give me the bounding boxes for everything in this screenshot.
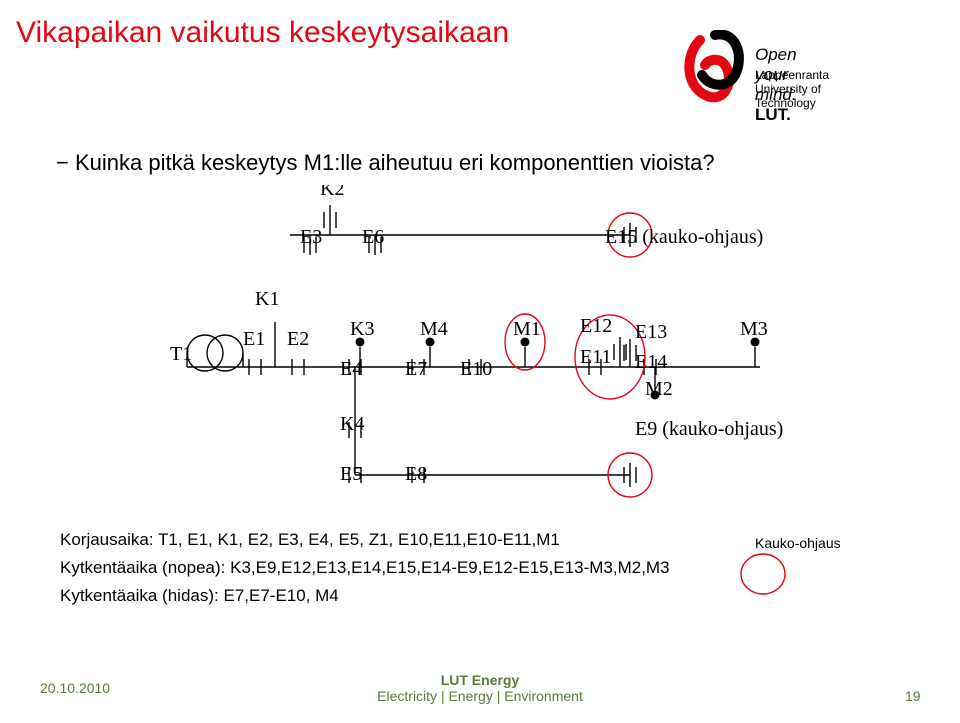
svg-text:E2: E2 [287, 328, 309, 350]
footer-pagenum: 19 [905, 688, 921, 704]
footer-c2: Electricity | Energy | Environment [330, 688, 630, 704]
svg-text:E4: E4 [340, 358, 362, 380]
footer-date: 20.10.2010 [40, 680, 110, 696]
bullet-line: − Kuinka pitkä keskeytys M1:lle aiheutuu… [56, 150, 715, 176]
svg-text:E14: E14 [635, 351, 667, 373]
svg-text:T1: T1 [170, 343, 192, 365]
svg-text:E3: E3 [300, 226, 322, 248]
svg-text:E1: E1 [243, 328, 265, 350]
svg-text:E6: E6 [362, 226, 384, 248]
note-line1: Korjausaika: T1, E1, K1, E2, E3, E4, E5,… [60, 530, 560, 550]
svg-text:E12: E12 [580, 315, 612, 337]
bullet-text: Kuinka pitkä keskeytys M1:lle aiheutuu e… [75, 150, 715, 175]
svg-text:E13: E13 [635, 321, 667, 343]
svg-text:E8: E8 [405, 463, 427, 485]
svg-text:E9 (kauko-ohjaus): E9 (kauko-ohjaus) [635, 418, 783, 440]
slide: { "title": { "text": "Vikapaikan vaikutu… [0, 0, 960, 723]
svg-text:M4: M4 [420, 318, 448, 340]
bullet-dash: − [56, 150, 69, 175]
footer-c1: LUT Energy [330, 672, 630, 688]
slide-title: Vikapaikan vaikutus keskeytysaikaan [16, 16, 509, 50]
single-line-diagram: K2 E3 E6 E15 (kauko-ohjaus) T1 E1 E2 K1 K3 E4 M4 E7… [130, 185, 850, 505]
svg-text:M3: M3 [740, 318, 768, 340]
footer-center: LUT Energy Electricity | Energy | Enviro… [330, 672, 630, 704]
svg-text:M2: M2 [645, 378, 673, 400]
svg-text:E15 (kauko-ohjaus): E15 (kauko-ohjaus) [605, 226, 763, 248]
svg-text:E10: E10 [460, 358, 492, 380]
kauko-ellipse [735, 552, 795, 602]
note-line3: Kytkentäaika (hidas): E7,E7-E10, M4 [60, 586, 339, 606]
svg-text:K2: K2 [320, 185, 344, 200]
note-line2: Kytkentäaika (nopea): K3,E9,E12,E13,E14,… [60, 558, 670, 578]
svg-text:M1: M1 [513, 318, 541, 340]
svg-text:K3: K3 [350, 318, 374, 340]
kauko-label: Kauko-ohjaus [755, 535, 841, 551]
logo-sub: Lappeenranta University of Technology [755, 68, 829, 110]
svg-text:E11: E11 [580, 346, 611, 368]
svg-text:E5: E5 [340, 463, 362, 485]
svg-text:E7: E7 [405, 358, 427, 380]
svg-text:K4: K4 [340, 413, 364, 435]
svg-text:K1: K1 [255, 288, 279, 310]
